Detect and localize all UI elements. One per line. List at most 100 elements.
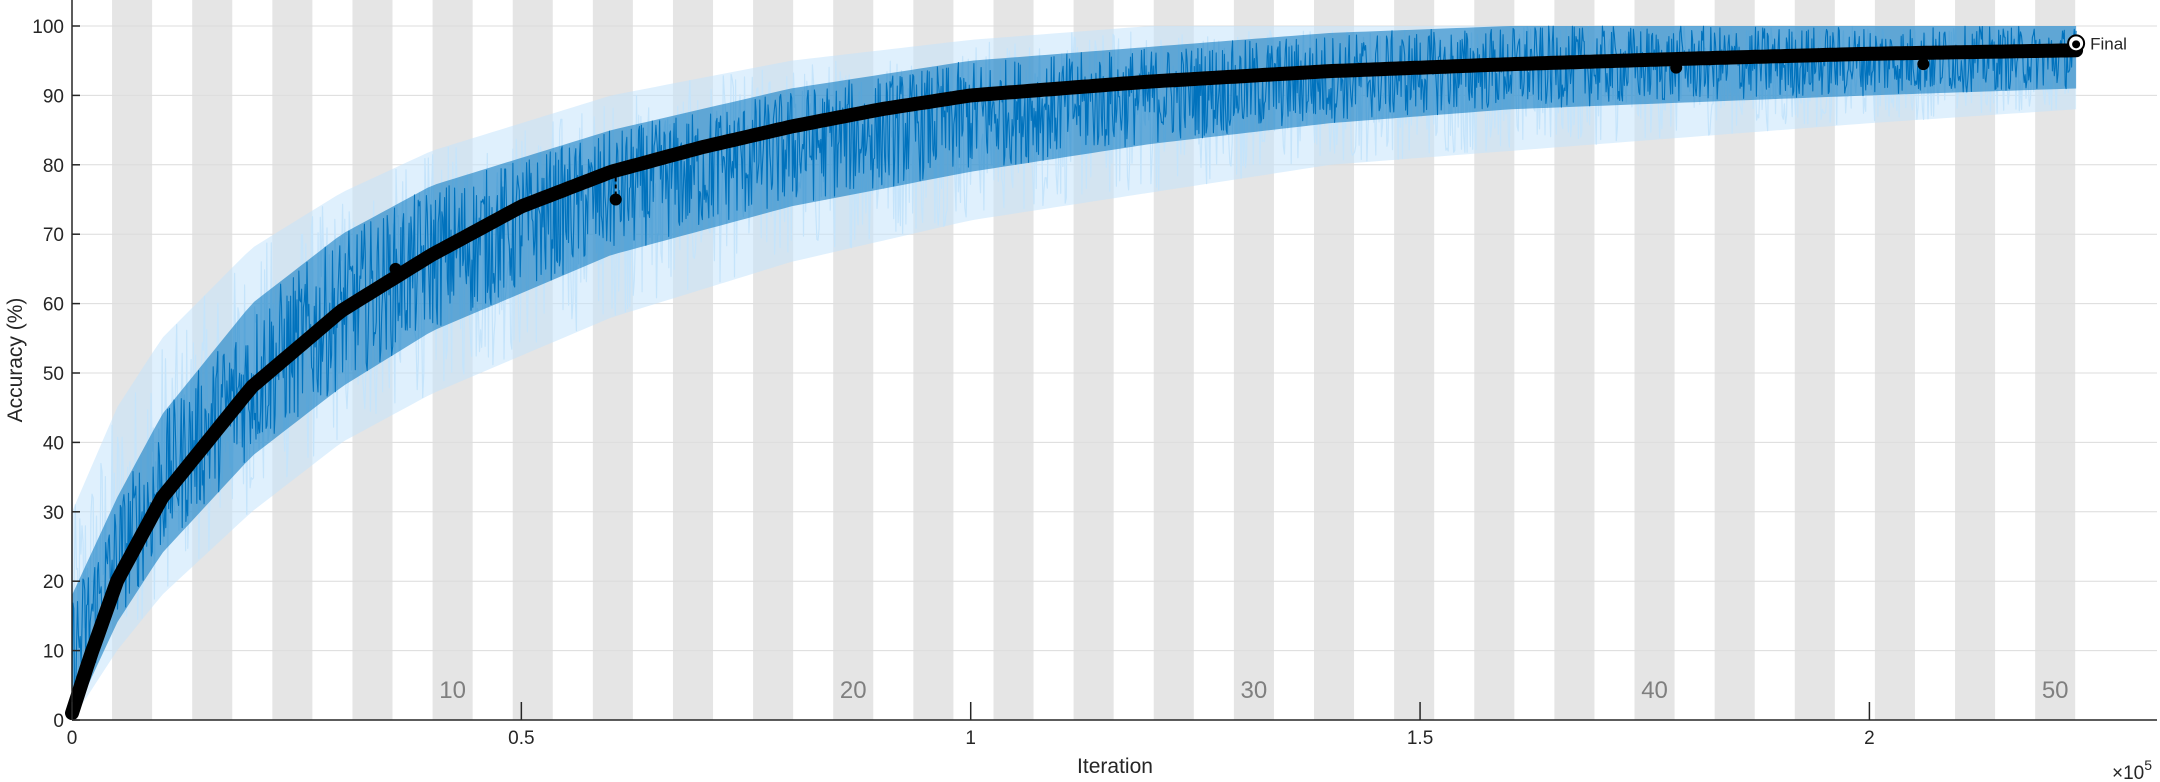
validation-point: [330, 310, 342, 322]
validation-point: [1272, 68, 1284, 80]
validation-point: [969, 89, 981, 101]
validation-point: [837, 111, 849, 123]
validation-point: [81, 660, 93, 672]
validation-point: [1648, 54, 1660, 66]
validation-point: [1955, 46, 1967, 58]
validation-point: [808, 116, 820, 128]
x-exponent-base: ×10: [2112, 763, 2144, 782]
validation-point: [151, 500, 163, 512]
validation-point: [793, 119, 805, 131]
validation-point: [292, 341, 304, 353]
validation-point: [342, 300, 354, 312]
validation-outlier-point: [389, 262, 402, 275]
validation-point: [925, 96, 937, 108]
validation-point: [1923, 47, 1935, 59]
y-tick-label: 60: [43, 295, 64, 316]
validation-point: [2021, 45, 2033, 57]
validation-point: [679, 146, 691, 158]
validation-point: [1029, 84, 1041, 96]
validation-point: [1474, 59, 1486, 71]
validation-point: [185, 456, 197, 468]
x-tick-label: 0.5: [508, 728, 534, 749]
validation-point: [174, 470, 186, 482]
validation-point: [280, 352, 292, 364]
y-tick-label: 70: [43, 225, 64, 246]
validation-point: [1761, 51, 1773, 63]
validation-point: [736, 132, 748, 144]
validation-point: [554, 185, 566, 197]
validation-point: [1506, 58, 1518, 70]
validation-point: [1841, 48, 1853, 60]
y-tick-label: 10: [43, 642, 64, 663]
validation-point: [90, 634, 102, 646]
x-exponent-label: ×105: [2112, 757, 2152, 782]
final-label: Final: [2090, 34, 2127, 53]
validation-point: [1380, 63, 1392, 75]
validation-point: [231, 399, 243, 411]
epoch-label: 50: [2042, 677, 2069, 704]
validation-point: [1241, 70, 1253, 82]
validation-point: [1365, 64, 1377, 76]
validation-point: [1696, 52, 1708, 64]
validation-point: [1287, 67, 1299, 79]
validation-point: [1149, 75, 1161, 87]
validation-point: [255, 373, 267, 385]
epoch-band: [512, 0, 553, 720]
validation-point: [513, 202, 525, 214]
validation-point: [1427, 61, 1439, 73]
validation-point: [1195, 73, 1207, 85]
validation-point: [130, 540, 142, 552]
validation-point: [651, 153, 663, 165]
validation-point: [541, 191, 553, 203]
y-tick-label: 0: [53, 711, 64, 732]
validation-point: [1104, 79, 1116, 91]
validation-point: [1318, 65, 1330, 77]
validation-point: [623, 161, 635, 173]
validation-point: [1680, 53, 1692, 65]
series-line: [71, 25, 2077, 713]
validation-point: [708, 139, 720, 151]
validation-point: [1874, 48, 1886, 60]
validation-point: [368, 285, 380, 297]
validation-point: [1793, 50, 1805, 62]
validation-point: [1601, 55, 1613, 67]
validation-point: [1569, 56, 1581, 68]
validation-point: [582, 175, 594, 187]
validation-point: [1553, 57, 1565, 69]
validation-point: [2004, 45, 2016, 57]
y-tick-label: 40: [43, 433, 64, 454]
validation-point: [665, 150, 677, 162]
validation-point: [1349, 64, 1361, 76]
series-line: [71, 25, 2077, 674]
series-validation-accuracy: [65, 43, 2084, 721]
validation-point: [162, 484, 174, 496]
validation-point: [1988, 46, 2000, 58]
validation-point: [779, 122, 791, 134]
validation-point: [1334, 65, 1346, 77]
validation-point: [750, 129, 762, 141]
validation-point: [196, 442, 208, 454]
validation-point: [141, 520, 153, 532]
validation-point: [851, 108, 863, 120]
series-envelope: [72, 26, 2077, 720]
validation-point: [407, 261, 419, 273]
x-axis-label: Iteration: [1077, 755, 1153, 778]
validation-point: [486, 216, 498, 228]
validation-point: [1972, 46, 1984, 58]
validation-point: [381, 277, 393, 289]
validation-point: [1632, 54, 1644, 66]
validation-point: [1411, 62, 1423, 74]
validation-point: [2054, 45, 2066, 57]
y-axis-label: Accuracy (%): [4, 298, 27, 423]
epoch-band: [2035, 0, 2076, 720]
epoch-label: 40: [1641, 677, 1668, 704]
validation-point: [1210, 72, 1222, 84]
validation-point: [268, 362, 280, 374]
epoch-label: 30: [1241, 677, 1268, 704]
validation-point: [120, 559, 132, 571]
y-tick-label: 100: [32, 17, 64, 38]
axes: [71, 0, 2157, 721]
validation-point: [866, 105, 878, 117]
validation-point: [73, 686, 85, 698]
